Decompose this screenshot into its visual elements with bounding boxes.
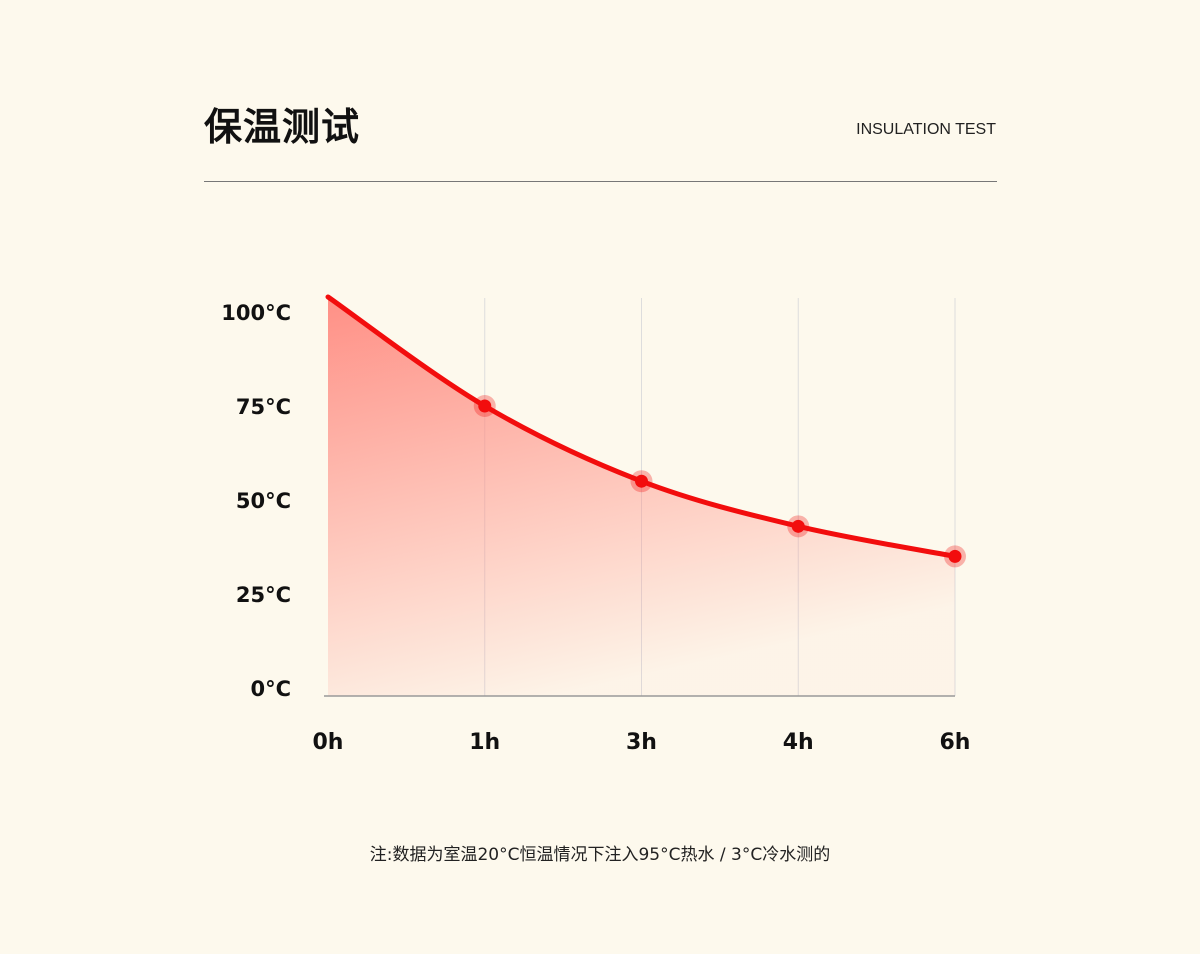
page-subtitle: INSULATION TEST [856, 121, 996, 138]
footnote: 注:数据为室温20°C恒温情况下注入95°C热水 / 3°C冷水测的 [369, 845, 831, 865]
data-point [791, 519, 805, 533]
x-tick-label: 4h [783, 730, 814, 755]
x-tick-label: 0h [313, 730, 344, 755]
data-point [478, 399, 492, 413]
data-point [635, 474, 648, 488]
y-tick-label: 25°C [236, 583, 291, 607]
x-tick-label: 6h [940, 730, 971, 755]
y-tick-label: 0°C [250, 677, 291, 701]
y-tick-label: 50°C [236, 489, 291, 513]
x-tick-label: 3h [626, 730, 657, 755]
x-tick-label: 1h [469, 730, 500, 755]
title-divider [204, 181, 997, 182]
y-tick-label: 100°C [221, 301, 291, 325]
y-tick-label: 75°C [236, 395, 291, 419]
area-fill [328, 296, 955, 696]
page-title: 保温测试 [204, 105, 361, 149]
data-point [948, 549, 962, 563]
